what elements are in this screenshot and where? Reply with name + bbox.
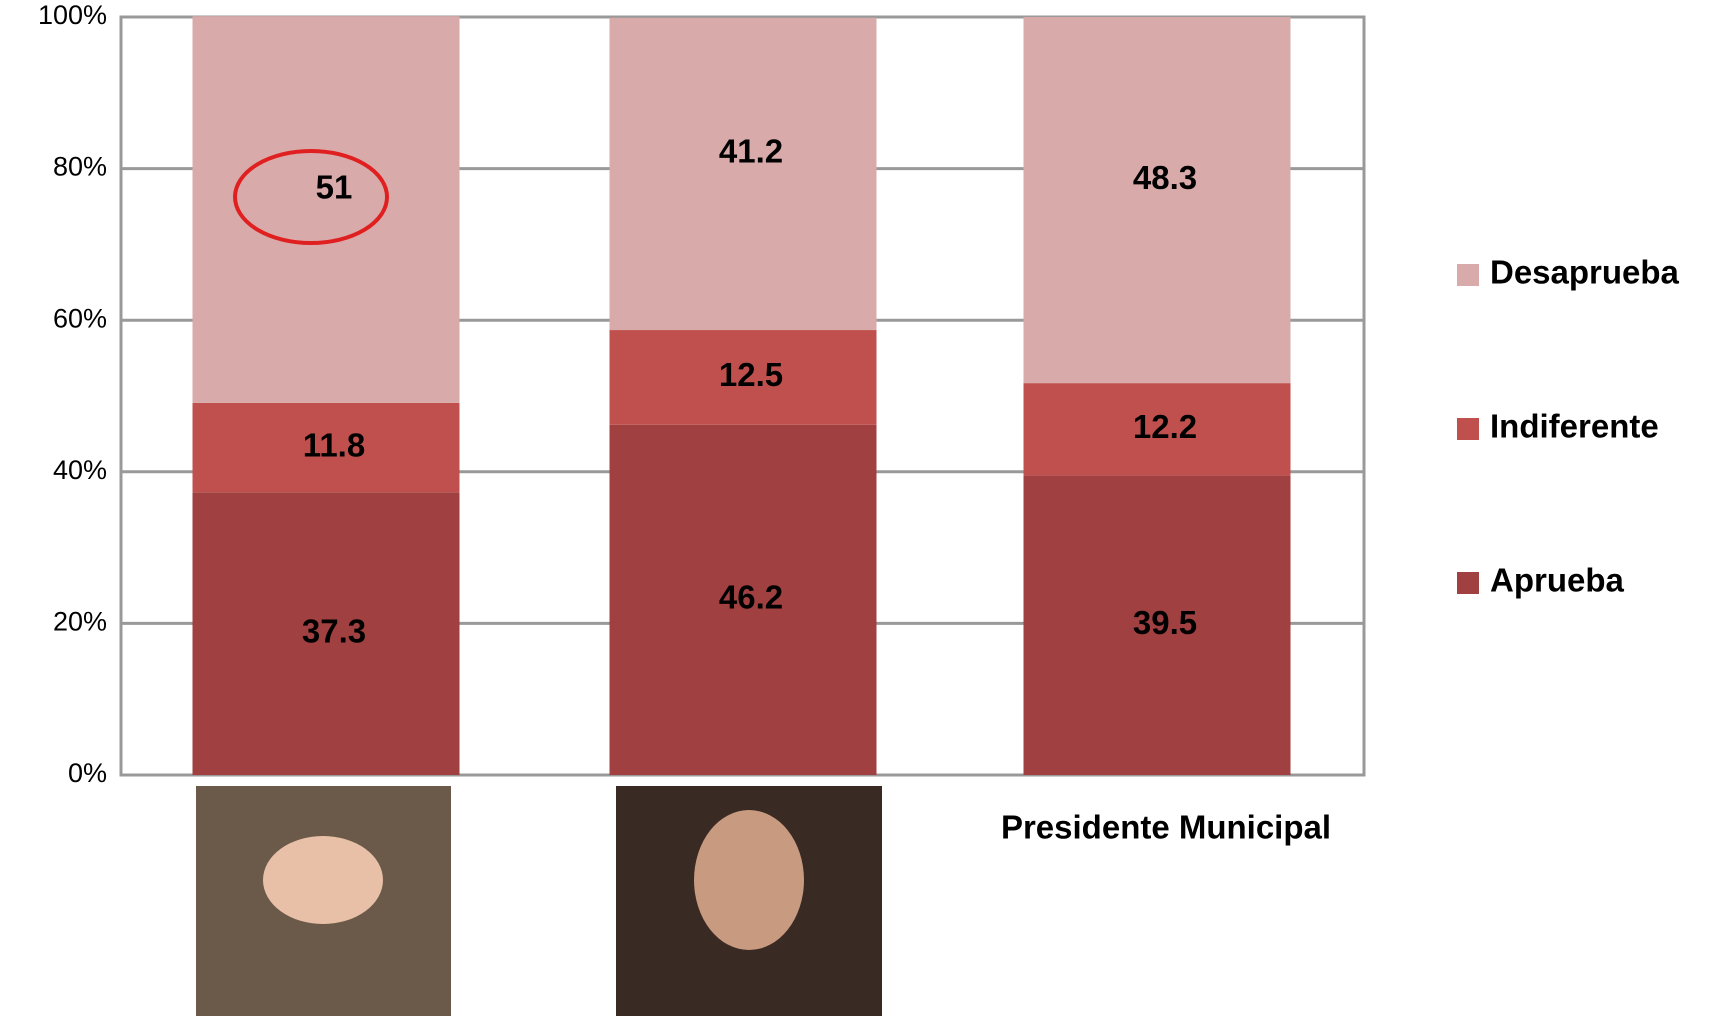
y-tick-label: 40% bbox=[53, 455, 107, 485]
annotation-circle bbox=[233, 149, 389, 245]
data-label: 46.2 bbox=[719, 579, 783, 616]
legend-label: Indiferente bbox=[1490, 408, 1659, 445]
photo-face bbox=[694, 810, 804, 950]
bar-segment bbox=[192, 402, 460, 493]
y-tick-label: 0% bbox=[68, 758, 107, 788]
legend-label: Aprueba bbox=[1490, 562, 1625, 599]
data-label: 11.8 bbox=[303, 426, 365, 463]
data-label: 37.3 bbox=[302, 612, 366, 649]
legend-swatch bbox=[1457, 572, 1479, 594]
legend-swatch bbox=[1457, 418, 1479, 440]
legend-swatch bbox=[1457, 264, 1479, 286]
legend-label: Desaprueba bbox=[1490, 254, 1680, 291]
bar-segment bbox=[1023, 475, 1291, 775]
data-label: 48.3 bbox=[1133, 159, 1197, 196]
data-label: 39.5 bbox=[1133, 604, 1197, 641]
data-label: 12.2 bbox=[1133, 408, 1197, 445]
y-tick-label: 60% bbox=[53, 303, 107, 333]
y-tick-label: 20% bbox=[53, 607, 107, 637]
bar-segment bbox=[609, 424, 877, 775]
data-label: 51 bbox=[316, 168, 353, 205]
data-label: 41.2 bbox=[719, 133, 783, 170]
bar-segment bbox=[192, 492, 460, 775]
y-tick-label: 100% bbox=[38, 0, 107, 30]
bar-segment bbox=[192, 16, 460, 403]
bar-segment bbox=[1023, 383, 1291, 476]
bar-segment bbox=[609, 17, 877, 331]
bar-segment bbox=[1023, 17, 1291, 384]
x-tick-label: Presidente Municipal bbox=[1001, 809, 1331, 846]
y-tick-label: 80% bbox=[53, 152, 107, 182]
data-label: 12.5 bbox=[719, 356, 783, 393]
bar-segment bbox=[609, 330, 877, 425]
photo-face bbox=[263, 836, 383, 924]
